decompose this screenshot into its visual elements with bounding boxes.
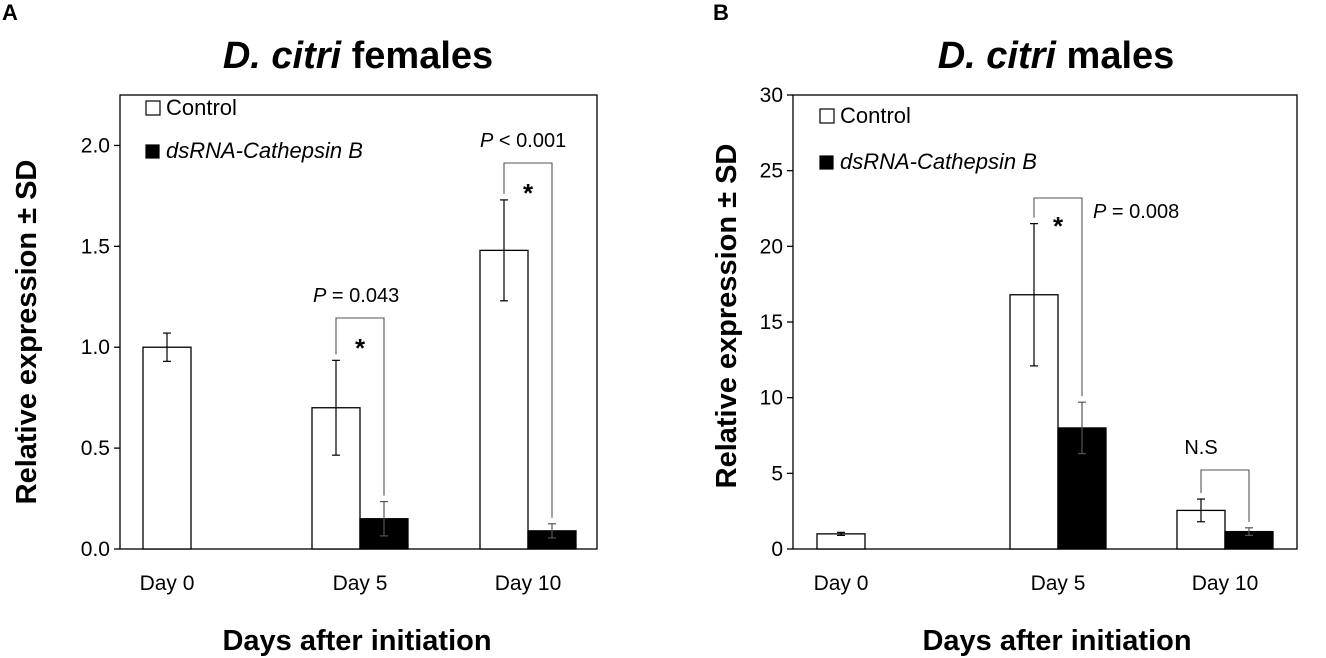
panel-b-ytick-label: 30	[760, 84, 783, 107]
panel-b-significance-bracket	[1200, 469, 1250, 522]
panel-a-significance-star: *	[355, 333, 366, 363]
panel-b-p-value-text: N.S	[1184, 437, 1217, 459]
panel-a-significance-bracket	[335, 317, 385, 496]
panel-a-xtick-label: Day 10	[495, 572, 562, 595]
panel-b-letter: B	[713, 0, 729, 25]
panel-b-legend-label-control: Control	[840, 103, 911, 128]
panel-b-legend-swatch-dsrna	[819, 155, 834, 170]
panel-b-title-sex: males	[1056, 35, 1174, 77]
panel-a-significance-bracket	[503, 162, 553, 518]
panel-a-ytick-label: 1.0	[81, 336, 110, 359]
panel-b-plot: 0 5 10 15 20 25 30 Day 0 Day 5 Day 10 * P = 0.008 N.…	[760, 84, 1298, 595]
panel-a-significance-star: *	[523, 178, 534, 208]
panel-a-ytick-label: 2.0	[81, 134, 110, 157]
panel-a-title: D. citri females	[223, 35, 493, 77]
panel-a-bar-control-day5	[311, 407, 361, 550]
panel-b-legend-swatch-control	[819, 108, 835, 124]
panel-a-legend-swatch-dsrna	[145, 144, 160, 159]
panel-a-xlabel: Days after initiation	[222, 625, 491, 657]
panel-a-xtick-label: Day 5	[333, 572, 388, 595]
panel-a-legend-swatch-control	[145, 100, 161, 116]
panel-b-significance-star: *	[1053, 211, 1064, 241]
panel-b-legend-label-dsrna: dsRNA-Cathepsin B	[840, 149, 1037, 174]
panel-b-xtick-label: Day 5	[1031, 572, 1086, 595]
panel-a-plot: 0.0 0.5 1.0 1.5 2.0 Day 0 Day 5 Day 10 * P = 0.04…	[81, 94, 598, 595]
panel-b-significance-bracket	[1033, 197, 1083, 397]
panel-a-letter: A	[2, 0, 18, 25]
panel-b-ytick-label: 20	[760, 235, 783, 258]
panel-a-p-value-text: < 0.001	[493, 130, 566, 152]
panel-a-bar-control-day0	[142, 346, 192, 550]
panel-a-legend-label-dsrna: dsRNA-Cathepsin B	[166, 138, 363, 163]
panel-b-title-species: D. citri	[938, 35, 1058, 77]
panel-a-p-symbol: P	[313, 285, 327, 307]
panel-a-xtick-label: Day 0	[140, 572, 195, 595]
panel-b-p-value-text: = 0.008	[1106, 201, 1179, 223]
panel-a-p-symbol: P	[480, 130, 494, 152]
panel-a-ytick-label: 0.0	[81, 538, 110, 561]
panel-b-p-value: N.S	[1184, 437, 1217, 459]
panel-a-ylabel: Relative expression ± SD	[11, 160, 43, 505]
panel-b-xtick-label: Day 10	[1192, 572, 1259, 595]
panel-b-p-symbol: P	[1093, 201, 1107, 223]
panel-a-title-sex: females	[341, 35, 493, 77]
panel-a-legend-label-control: Control	[166, 95, 237, 120]
panel-a-ytick-label: 1.5	[81, 235, 110, 258]
panel-b-ytick-label: 10	[760, 387, 783, 410]
panel-b-p-value: P = 0.008	[1093, 201, 1179, 223]
panel-b-ylabel: Relative expression ± SD	[711, 144, 743, 489]
panel-a-title-species: D. citri	[223, 35, 343, 77]
panel-b-ytick-label: 15	[760, 311, 783, 334]
panel-b-bar-control-day0	[816, 533, 866, 550]
panel-a-p-value-text: = 0.043	[326, 285, 399, 307]
panel-a-ytick-label: 0.5	[81, 437, 110, 460]
panel-b-ytick-label: 0	[771, 538, 783, 561]
panel-a-p-value: P < 0.001	[480, 130, 566, 152]
panel-b-xtick-label: Day 0	[814, 572, 869, 595]
panel-b-title: D. citri males	[938, 35, 1175, 77]
panel-b-ytick-label: 25	[760, 160, 783, 183]
panel-a-p-value: P = 0.043	[313, 285, 399, 307]
panel-b-xlabel: Days after initiation	[922, 625, 1191, 657]
panel-b-ytick-label: 5	[771, 462, 783, 485]
